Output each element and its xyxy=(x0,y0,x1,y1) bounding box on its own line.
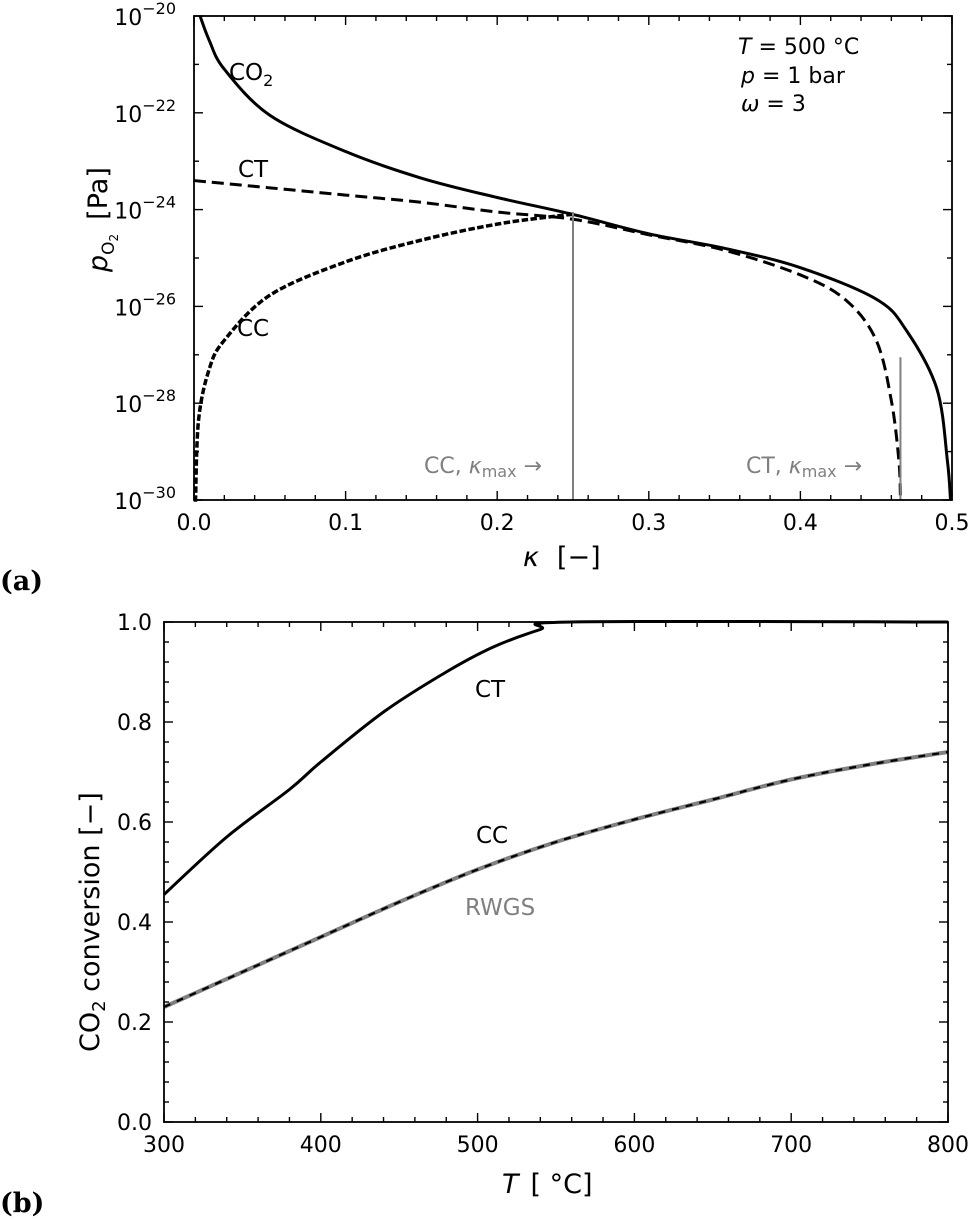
label-cc-curve-b: CC xyxy=(476,823,508,849)
panel-b-tick-labels: 300 400 500 600 700 800 0.0 0.2 0.4 0.6 0.8 1.0 xyxy=(117,611,969,1158)
label-ct-kappa-max: CT, κmax → xyxy=(746,454,862,481)
panel-a-pO2-vs-kappa: 0.0 0.1 0.2 0.3 0.4 0.5 10−20 10−22 10−24 10−26 10… xyxy=(0,0,970,597)
panel-a-label: (a) xyxy=(0,566,43,597)
y-tick-label: 10−24 xyxy=(114,193,176,225)
panel-a-kappa-max-lines xyxy=(572,212,902,500)
y-tick-label: 1.0 xyxy=(117,611,152,636)
label-cc-curve: CC xyxy=(237,316,269,342)
curve-rwgs xyxy=(163,750,949,1009)
x-tick-label: 700 xyxy=(770,1133,812,1158)
y-tick-label: 10−28 xyxy=(114,386,176,418)
panel-a-ticks xyxy=(193,15,953,501)
x-tick-label: 0.4 xyxy=(783,511,818,536)
x-tick-label: 0.0 xyxy=(177,511,212,536)
label-ct-curve: CT xyxy=(238,157,269,183)
x-tick-label: 0.3 xyxy=(631,511,666,536)
y-tick-label: 0.6 xyxy=(117,811,152,836)
panel-b-x-axis-label: T[ °C] xyxy=(502,1169,593,1200)
curve-cc xyxy=(193,212,575,502)
x-tick-label: 0.1 xyxy=(328,511,363,536)
curve-co2 xyxy=(198,15,952,501)
annotation-omega: ω = 3 xyxy=(741,92,806,117)
label-cc-kappa-max: CC, κmax → xyxy=(424,454,542,481)
y-tick-label: 0.2 xyxy=(117,1011,152,1036)
panel-a-y-axis-label: pO2[Pa] xyxy=(83,167,121,273)
panel-b-curves xyxy=(162,619,949,1009)
y-tick-label: 10−22 xyxy=(114,96,176,128)
x-tick-label: 300 xyxy=(143,1133,185,1158)
x-tick-label: 0.5 xyxy=(935,511,970,536)
y-tick-label: 0.0 xyxy=(117,1111,152,1136)
y-tick-label: 10−26 xyxy=(114,289,176,321)
x-tick-label: 600 xyxy=(613,1133,655,1158)
panel-b-ticks xyxy=(163,621,949,1123)
curve-cc xyxy=(163,750,949,1009)
annotation-temperature: T = 500 °C xyxy=(738,35,859,60)
panel-a-curves xyxy=(193,15,952,502)
y-tick-label: 0.4 xyxy=(117,911,152,936)
label-co2-curve: CO2 xyxy=(229,60,273,90)
y-tick-label: 10−20 xyxy=(114,0,176,31)
y-tick-label: 10−30 xyxy=(114,483,176,515)
panel-b-frame xyxy=(163,621,949,1123)
y-tick-label: 0.8 xyxy=(117,711,152,736)
x-tick-label: 800 xyxy=(927,1133,969,1158)
curve-ct xyxy=(193,179,902,501)
x-tick-label: 400 xyxy=(300,1133,342,1158)
label-ct-curve-b: CT xyxy=(475,677,506,703)
panel-b-label: (b) xyxy=(0,1188,44,1219)
label-rwgs-curve: RWGS xyxy=(465,895,535,921)
annotation-pressure: p = 1 bar xyxy=(740,64,846,89)
panel-a-x-axis-label: κ [−] xyxy=(523,542,601,573)
x-tick-label: 0.2 xyxy=(480,511,515,536)
curve-ct xyxy=(162,619,949,896)
panel-b-y-axis-label: CO2 conversion [−] xyxy=(75,792,110,1052)
panel-a-tick-labels: 0.0 0.1 0.2 0.3 0.4 0.5 10−20 10−22 10−24 10−26 10… xyxy=(114,0,969,536)
x-tick-label: 500 xyxy=(457,1133,499,1158)
